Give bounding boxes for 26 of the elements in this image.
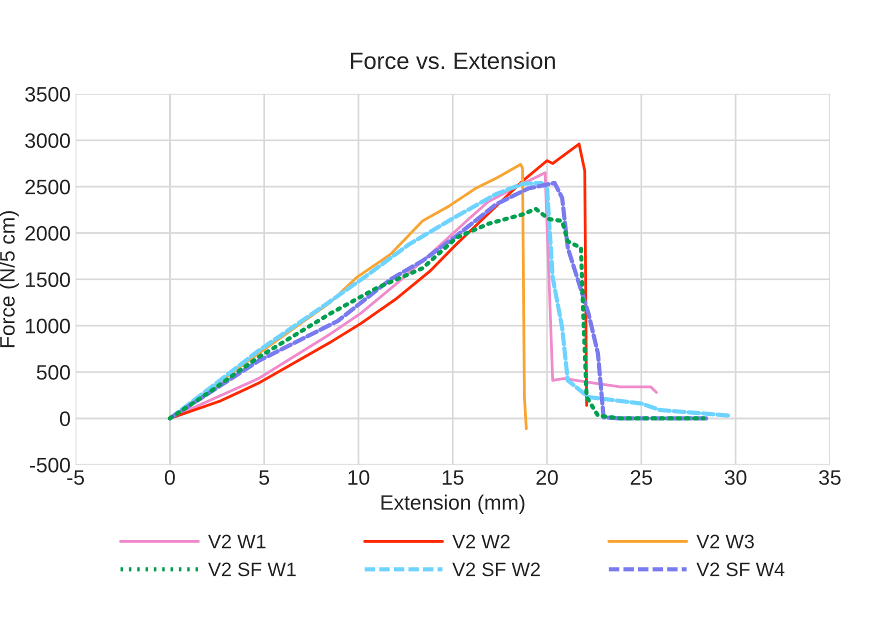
- x-tick-label: 15: [442, 470, 464, 485]
- legend-label: V2 W1: [208, 534, 266, 548]
- x-tick-label: 25: [630, 470, 652, 485]
- y-tick-label: 2000: [25, 226, 70, 241]
- y-tick-label: 500: [36, 365, 70, 380]
- x-tick-label: 20: [536, 470, 558, 485]
- y-tick-label: 0: [60, 411, 70, 426]
- legend-label: V2 W3: [696, 534, 754, 548]
- y-tick-label: -500: [30, 458, 70, 472]
- x-tick-label: 0: [164, 470, 175, 485]
- y-tick-label: 3000: [25, 133, 70, 148]
- x-tick-label: -5: [67, 470, 84, 485]
- legend-label: V2 SF W4: [696, 562, 784, 576]
- x-tick-label: 5: [259, 470, 270, 485]
- chart-title: Force vs. Extension: [351, 52, 555, 70]
- y-tick-label: 2500: [25, 180, 70, 194]
- y-tick-label: 3500: [25, 86, 70, 102]
- legend-label: V2 W2: [452, 534, 510, 548]
- x-axis-title: Extension (mm): [382, 494, 524, 514]
- y-tick-label: 1000: [26, 318, 70, 334]
- x-tick-label: 35: [819, 470, 841, 485]
- x-tick-label: 10: [348, 470, 370, 485]
- x-tick-label: 30: [724, 470, 746, 485]
- y-tick-label: 1500: [26, 272, 70, 288]
- legend-label: V2 SF W2: [452, 562, 540, 576]
- legend-label: V2 SF W1: [208, 562, 296, 576]
